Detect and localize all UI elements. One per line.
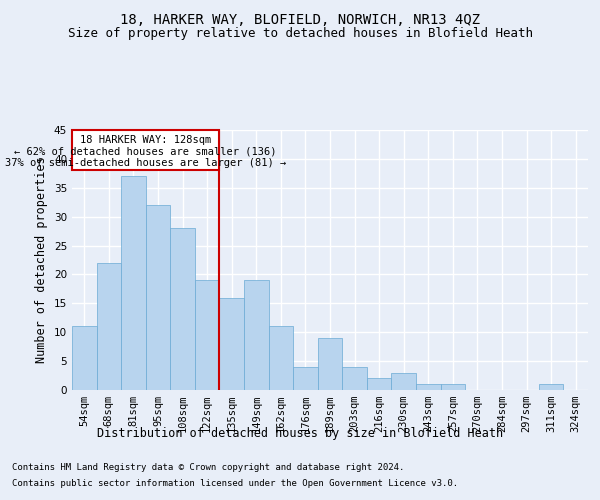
Bar [121,176,146,390]
Bar [72,326,97,390]
Y-axis label: Number of detached properties: Number of detached properties [35,156,49,364]
Text: 18, HARKER WAY, BLOFIELD, NORWICH, NR13 4QZ: 18, HARKER WAY, BLOFIELD, NORWICH, NR13 … [120,12,480,26]
Bar [342,367,367,390]
Bar [269,326,293,390]
Text: Distribution of detached houses by size in Blofield Heath: Distribution of detached houses by size … [97,428,503,440]
Bar [220,298,244,390]
Bar [170,228,195,390]
Text: Size of property relative to detached houses in Blofield Heath: Size of property relative to detached ho… [67,28,533,40]
Text: 18 HARKER WAY: 128sqm: 18 HARKER WAY: 128sqm [80,136,211,145]
Bar [318,338,342,390]
Bar [97,263,121,390]
Bar [440,384,465,390]
Bar [195,280,220,390]
Text: 37% of semi-detached houses are larger (81) →: 37% of semi-detached houses are larger (… [5,158,286,168]
Bar [293,367,318,390]
Bar [416,384,440,390]
Bar [367,378,391,390]
Text: ← 62% of detached houses are smaller (136): ← 62% of detached houses are smaller (13… [14,147,277,157]
Bar [539,384,563,390]
Text: Contains HM Land Registry data © Crown copyright and database right 2024.: Contains HM Land Registry data © Crown c… [12,464,404,472]
Bar [391,372,416,390]
Bar [244,280,269,390]
Bar [146,205,170,390]
FancyBboxPatch shape [72,130,220,170]
Text: Contains public sector information licensed under the Open Government Licence v3: Contains public sector information licen… [12,478,458,488]
